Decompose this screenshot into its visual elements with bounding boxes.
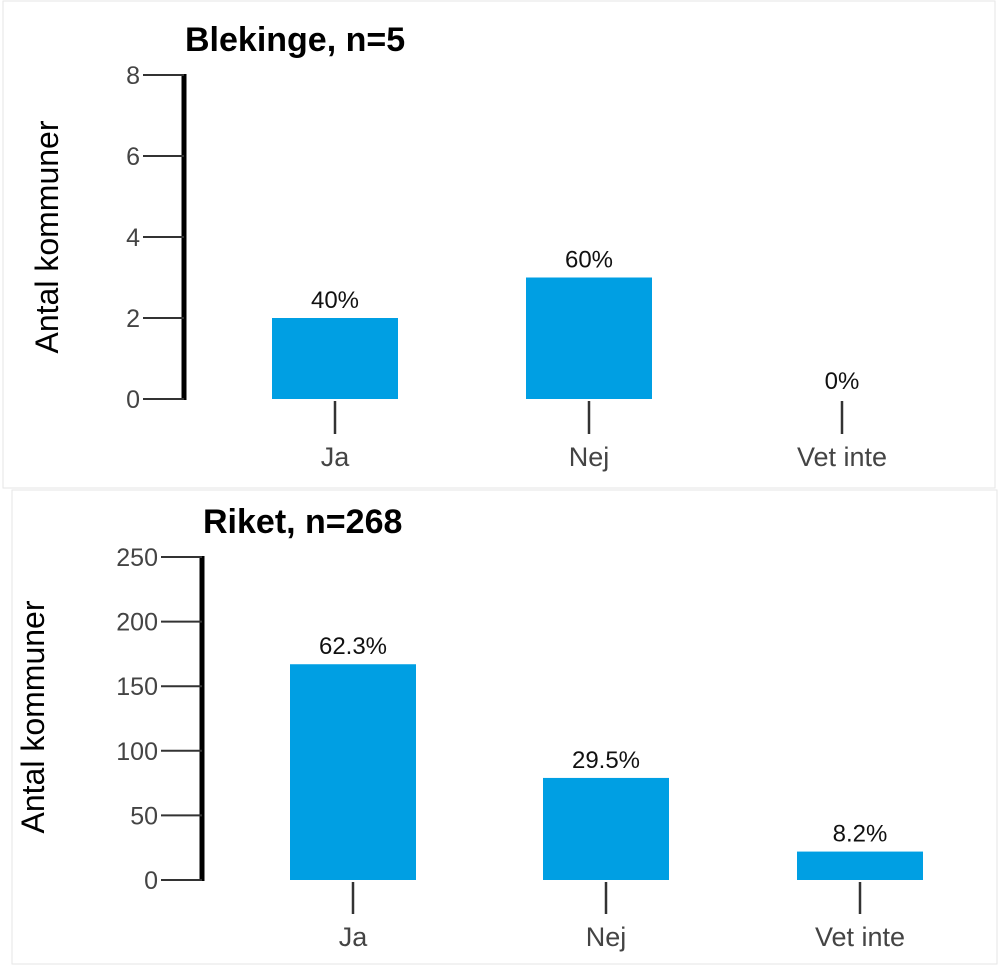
category-axis: Ja Nej Vet inte <box>321 401 887 472</box>
bar-ja <box>272 318 398 399</box>
chart-title: Blekinge, n=5 <box>185 21 405 59</box>
data-label: 8.2% <box>833 821 888 848</box>
y-tick-label: 2 <box>126 305 140 333</box>
category-label: Nej <box>569 442 610 472</box>
chart-riket: Riket, n=268 Antal kommuner 0 50 100 150 200… <box>15 503 923 952</box>
y-tick-label: 100 <box>116 738 158 766</box>
bottom-panel-frame <box>11 489 998 965</box>
bar-ja <box>290 664 416 880</box>
chart-blekinge: Blekinge, n=5 Antal kommuner 0 2 4 6 8 40% 60… <box>29 21 887 472</box>
data-label: 40% <box>311 287 359 314</box>
y-tick-label: 0 <box>126 386 140 414</box>
y-axis-label: Antal kommuner <box>29 120 65 353</box>
y-tick-label: 4 <box>126 224 140 252</box>
data-label: 62.3% <box>319 633 387 660</box>
category-label: Vet inte <box>815 922 905 952</box>
category-label: Ja <box>339 922 369 952</box>
data-label: 60% <box>565 247 613 274</box>
bars: 40% 60% 0% <box>272 247 860 399</box>
category-label: Ja <box>321 442 351 472</box>
y-tick-label: 0 <box>144 867 158 895</box>
y-axis-label: Antal kommuner <box>15 600 51 833</box>
category-label: Vet inte <box>797 442 887 472</box>
y-ticks: 0 50 100 150 200 250 <box>116 544 205 895</box>
y-tick-label: 8 <box>126 62 140 90</box>
chart-title: Riket, n=268 <box>203 503 402 541</box>
data-label: 0% <box>825 368 860 395</box>
bar-nej <box>526 277 652 399</box>
category-axis: Ja Nej Vet inte <box>339 882 905 952</box>
bar-nej <box>543 777 669 880</box>
top-panel-frame <box>2 0 996 489</box>
y-tick-label: 200 <box>116 609 158 637</box>
bars: 62.3% 29.5% 8.2% <box>290 633 923 880</box>
y-tick-label: 150 <box>116 673 158 701</box>
data-label: 29.5% <box>572 747 640 774</box>
bar-vet-inte <box>797 851 923 880</box>
y-tick-label: 250 <box>116 544 158 572</box>
y-tick-label: 6 <box>126 143 140 171</box>
y-ticks: 0 2 4 6 8 <box>126 62 187 414</box>
category-label: Nej <box>586 922 627 952</box>
y-tick-label: 50 <box>130 802 158 830</box>
